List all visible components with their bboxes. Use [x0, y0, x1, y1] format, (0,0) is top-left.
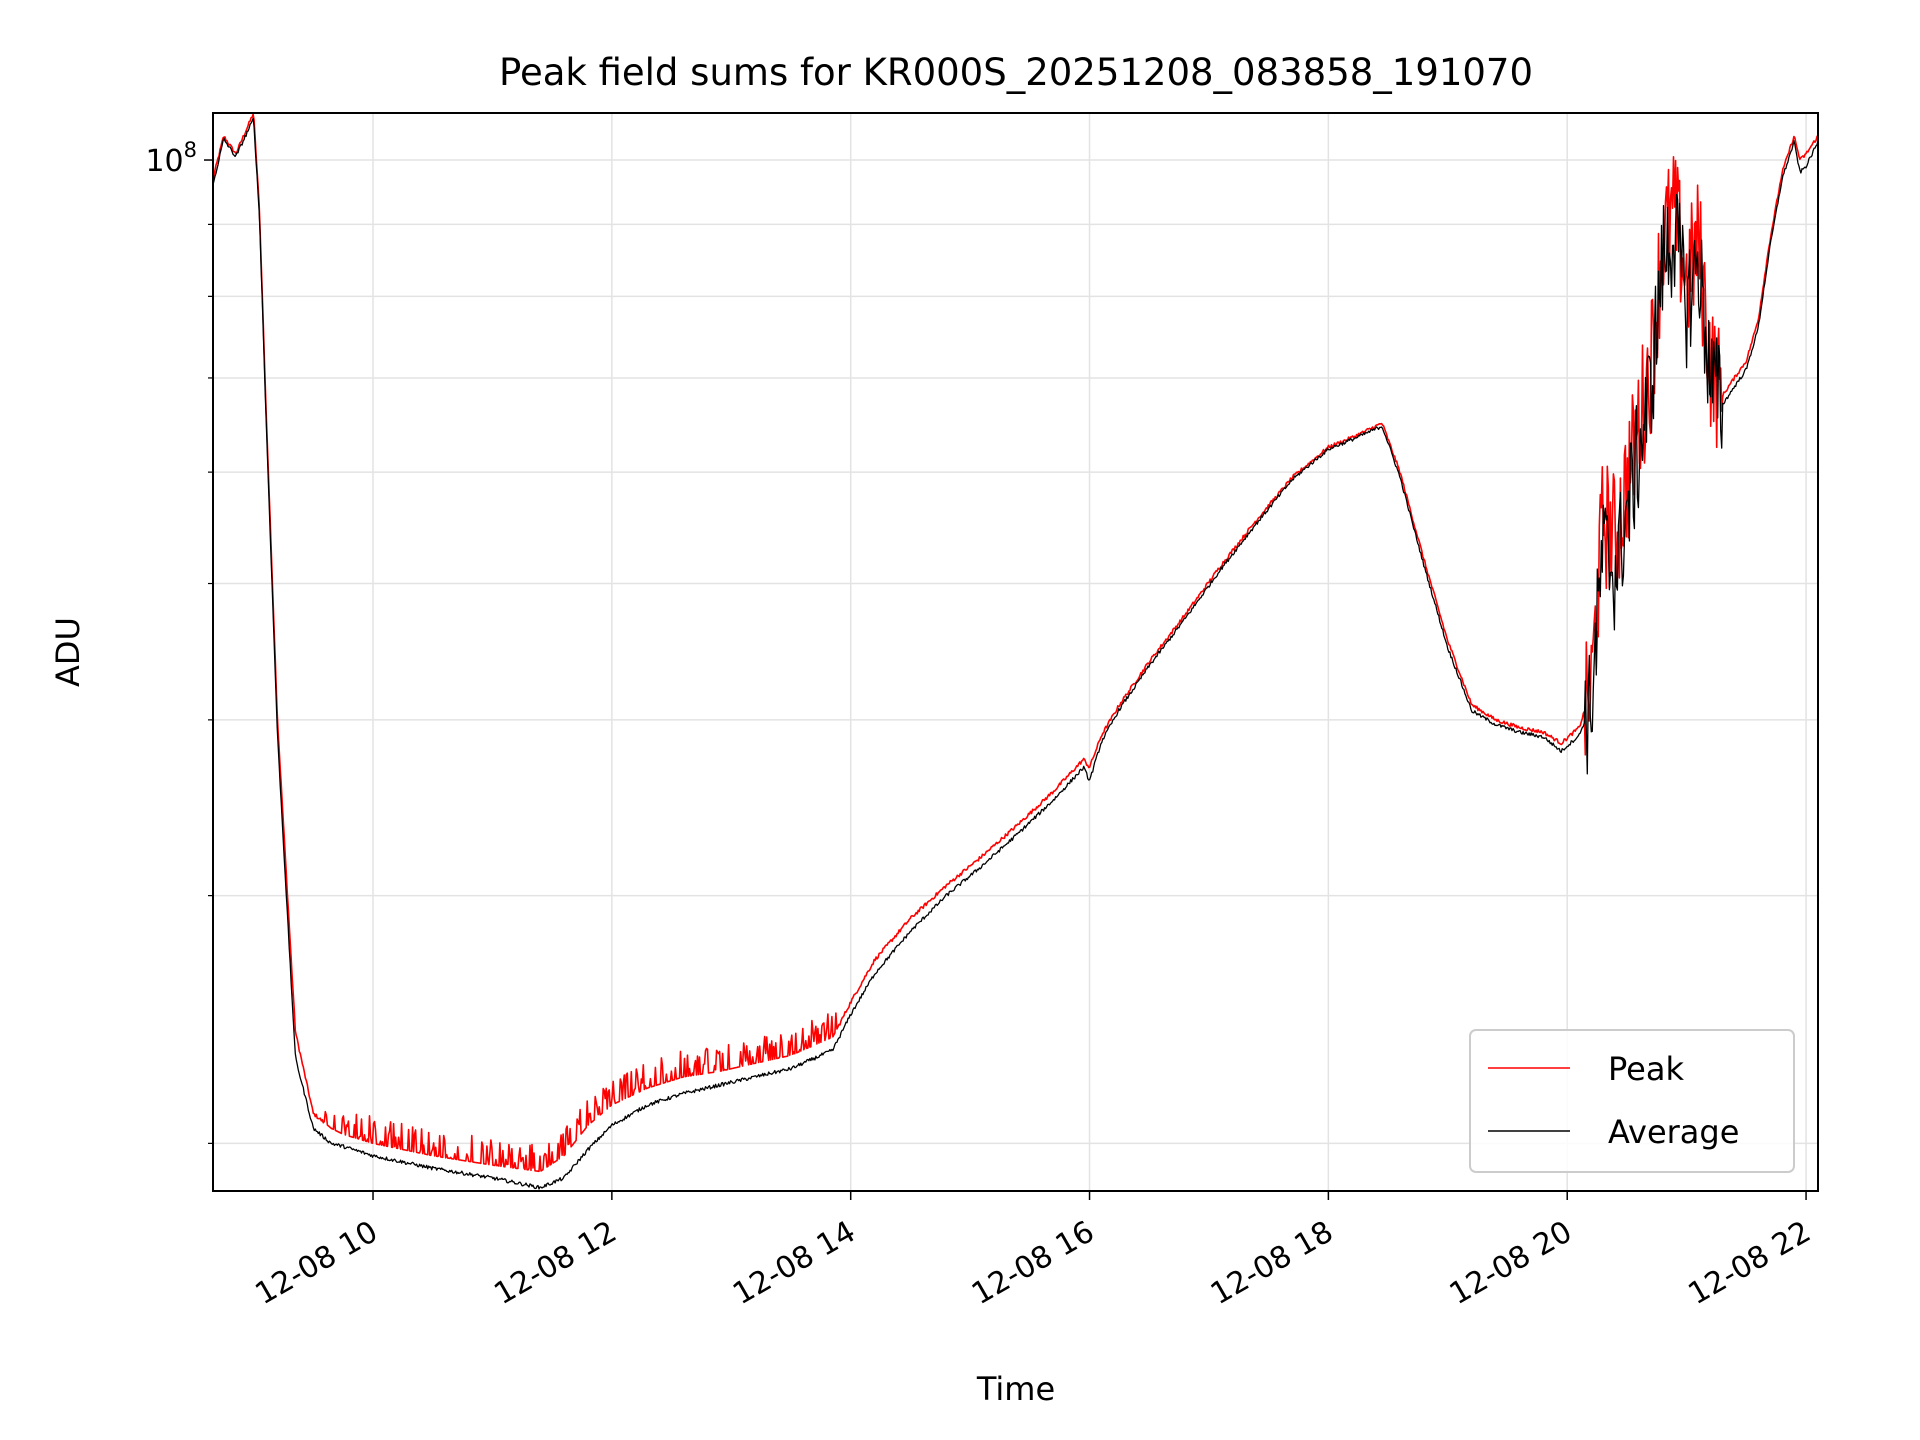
series-line-peak: [213, 113, 1818, 1173]
legend: Peak Average: [1469, 1029, 1795, 1173]
y-tick-label: 108: [145, 138, 197, 179]
series-line-average: [213, 117, 1818, 1190]
plot-lines: [213, 113, 1818, 1190]
grid: [213, 113, 1818, 1191]
legend-label-average: Average: [1608, 1113, 1739, 1151]
y-axis-label: ADU: [49, 617, 87, 687]
plot-frame: [212, 112, 1819, 1192]
chart-title: Peak field sums for KR000S_20251208_0838…: [499, 51, 1533, 94]
legend-box: [1469, 1029, 1795, 1173]
x-axis-label: Time: [976, 1370, 1055, 1408]
y-axis-ticks: 108: [145, 138, 213, 1144]
legend-label-peak: Peak: [1608, 1050, 1684, 1088]
